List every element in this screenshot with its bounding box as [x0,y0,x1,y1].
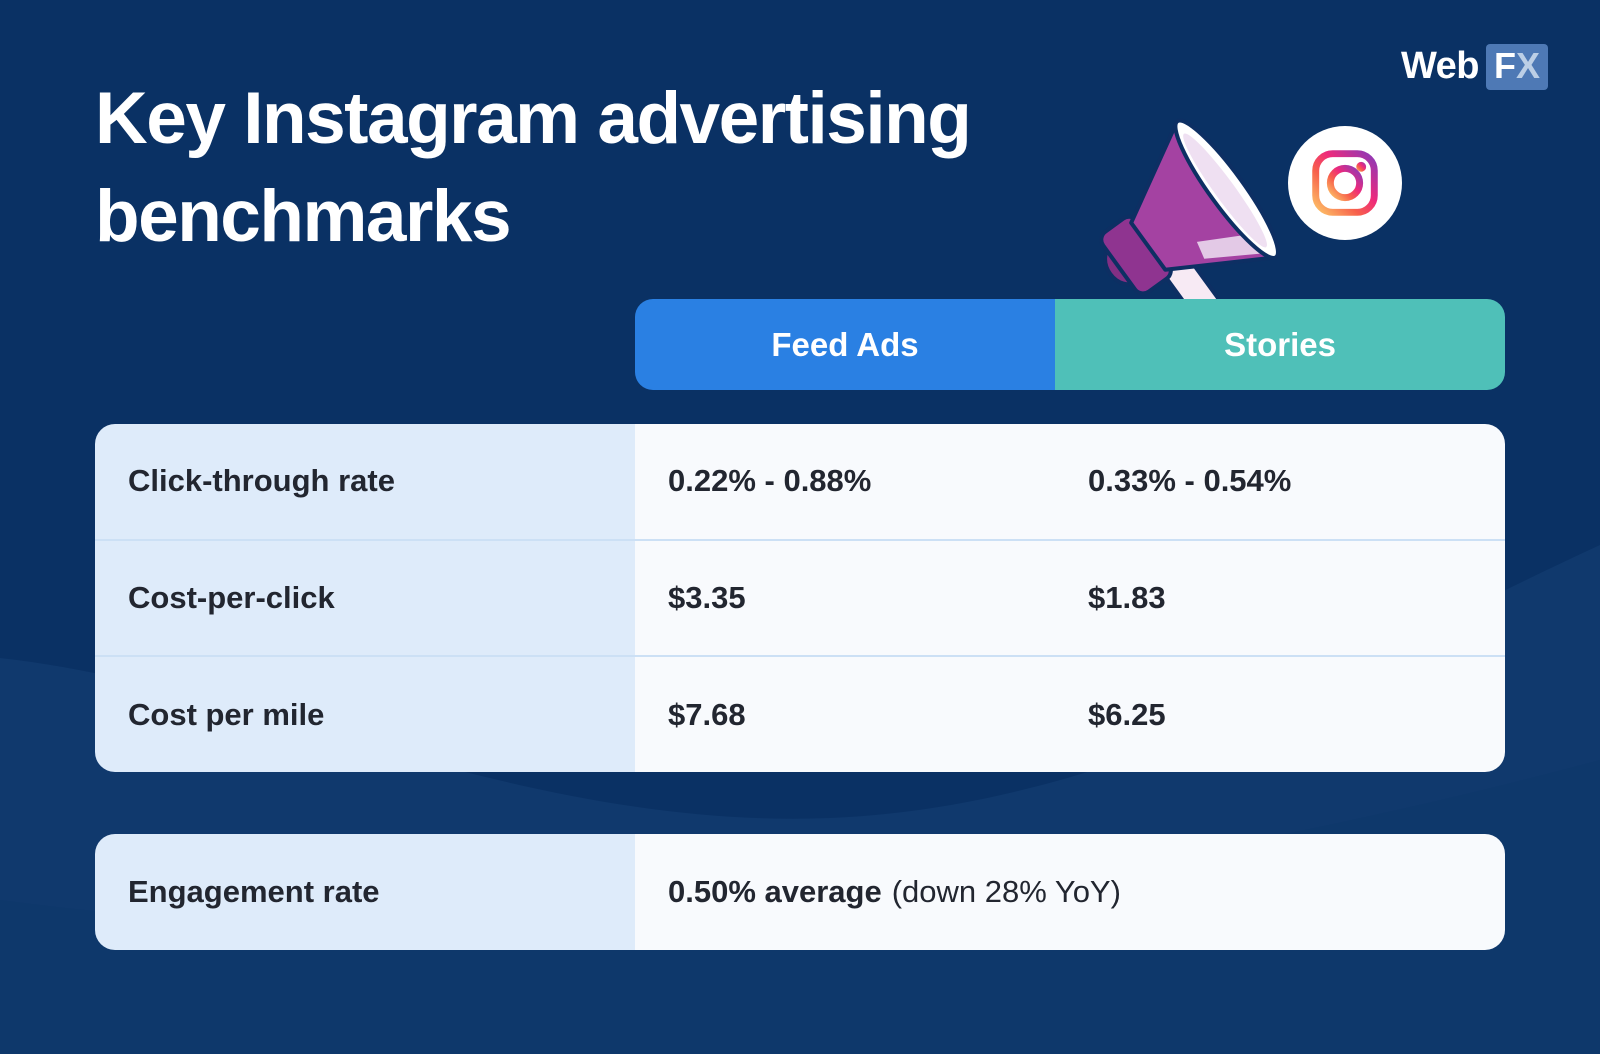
stories-value: $6.25 [1088,696,1166,732]
engagement-rate-card: Engagement rate 0.50% average (down 28% … [95,834,1505,950]
table-row: Cost-per-click $3.35 $1.83 [95,538,1505,656]
stories-value: 0.33% - 0.54% [1088,463,1292,499]
row-label: Click-through rate [95,424,635,539]
page-title: Key Instagram advertising benchmarks [95,78,972,257]
engagement-value-yoy-note: (down 28% YoY) [891,874,1121,909]
row-label: Engagement rate [95,834,635,950]
webfx-logo: Web FX [1401,44,1548,90]
stories-value: $1.83 [1088,580,1166,615]
row-label: Cost-per-click [95,540,635,656]
webfx-logo-fx-box: FX [1485,44,1548,90]
feed-ads-value: $7.68 [668,696,746,732]
table-column-headers: Feed Ads Stories [635,299,1505,390]
feed-ads-value: $3.35 [668,580,746,615]
megaphone-icon [1099,118,1280,318]
engagement-value: 0.50% average (down 28% YoY) [635,874,1121,910]
column-header-stories: Stories [1055,299,1505,390]
instagram-badge [1288,126,1402,240]
webfx-logo-web-text: Web [1400,45,1480,88]
column-header-feed-ads: Feed Ads [635,299,1055,390]
table-row: Click-through rate 0.22% - 0.88% 0.33% -… [95,424,1505,539]
table-row: Cost per mile $7.68 $6.25 [95,655,1505,772]
instagram-icon [1312,150,1378,216]
row-label: Cost per mile [95,657,635,772]
engagement-value-average: 0.50% average [668,874,882,909]
feed-ads-value: 0.22% - 0.88% [668,463,872,499]
benchmarks-table: Click-through rate 0.22% - 0.88% 0.33% -… [95,424,1505,772]
